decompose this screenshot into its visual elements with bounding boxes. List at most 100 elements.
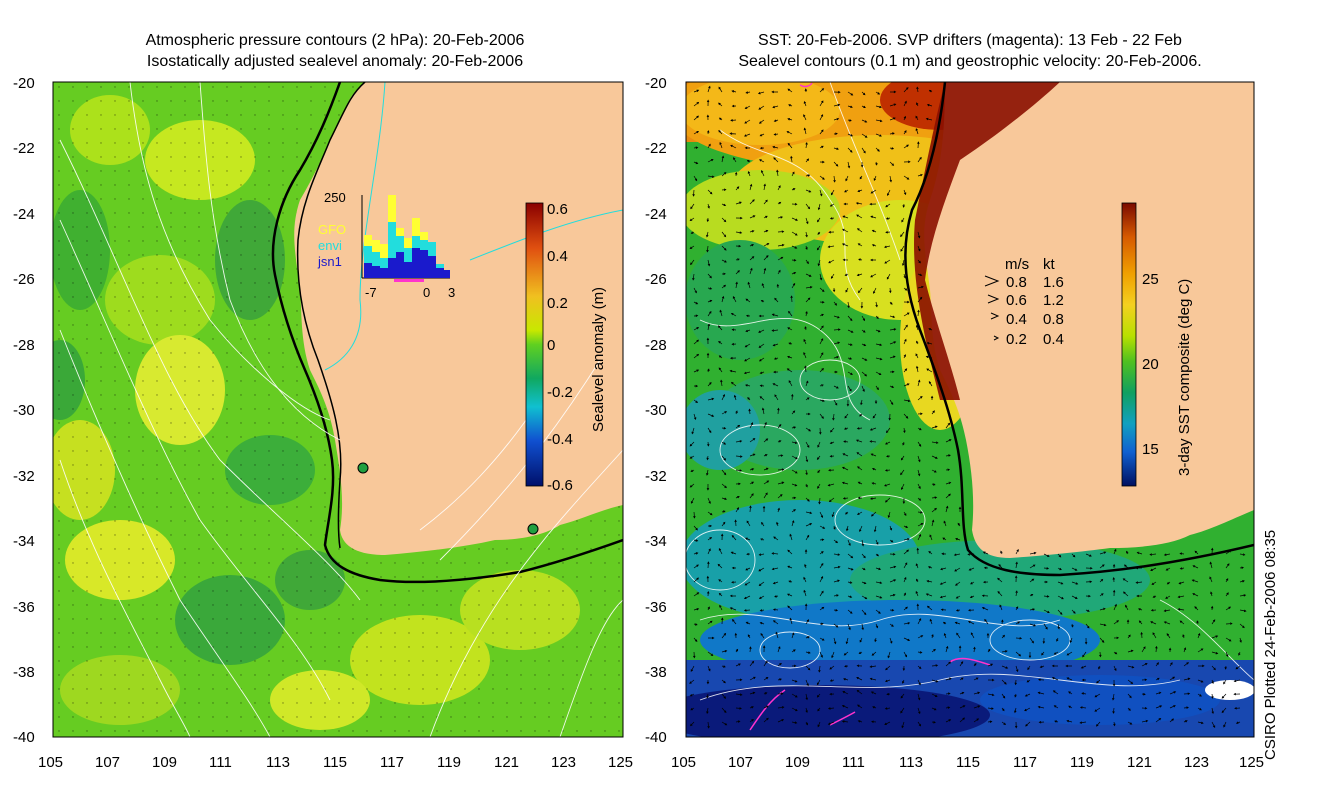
velocity-arrow <box>706 231 709 238</box>
velocity-arrow <box>1029 608 1036 611</box>
velocity-arrow <box>833 103 841 107</box>
velocity-arrow <box>917 497 922 501</box>
velocity-arrow <box>1197 632 1201 639</box>
velocity-arrow <box>760 538 765 541</box>
velocity-arrow <box>1155 662 1159 667</box>
velocity-arrow <box>929 618 933 625</box>
velocity-arrow <box>885 203 891 208</box>
velocity-arrow <box>819 189 823 197</box>
velocity-arrow <box>791 217 798 221</box>
lon-label: 123 <box>1184 754 1209 771</box>
velocity-arrow <box>706 707 709 714</box>
velocity-arrow <box>749 244 755 247</box>
velocity-arrow <box>847 105 853 109</box>
velocity-arrow <box>1037 691 1045 695</box>
velocity-arrow <box>871 244 877 247</box>
velocity-arrow <box>706 693 709 699</box>
velocity-arrow <box>847 147 853 153</box>
velocity-arrow <box>1112 679 1116 687</box>
velocity-arrow <box>1043 623 1048 630</box>
velocity-arrow <box>718 592 723 597</box>
velocity-arrow <box>721 231 727 238</box>
velocity-arrow <box>861 329 866 333</box>
lat-label: -26 <box>645 271 667 288</box>
velocity-arrow <box>691 427 695 435</box>
velocity-arrow <box>1179 567 1185 570</box>
velocity-arrow <box>791 469 798 474</box>
velocity-arrow <box>889 287 892 294</box>
velocity-arrow <box>940 567 947 571</box>
velocity-arrow <box>1127 693 1132 699</box>
lat-label: -24 <box>645 206 667 223</box>
velocity-arrow <box>901 217 905 223</box>
velocity-arrow <box>763 215 768 219</box>
velocity-arrow <box>744 343 751 348</box>
velocity-arrow <box>957 522 961 527</box>
velocity-arrow <box>983 580 989 584</box>
velocity-arrow <box>805 441 810 448</box>
velocity-arrow <box>786 131 793 135</box>
velocity-arrow <box>833 565 841 569</box>
velocity-arrow <box>842 453 849 457</box>
velocity-arrow <box>735 648 739 653</box>
velocity-arrow <box>1069 637 1073 643</box>
velocity-arrow <box>791 509 796 513</box>
velocity-arrow <box>856 427 863 430</box>
velocity-arrow <box>777 706 785 709</box>
velocity-arrow <box>1127 649 1134 653</box>
velocity-ms-1: 0.6 <box>1006 292 1027 309</box>
velocity-arrow <box>1225 606 1231 611</box>
velocity-arrow <box>706 575 710 583</box>
velocity-arrow <box>1057 609 1063 615</box>
velocity-arrow <box>772 343 779 347</box>
velocity-arrow <box>915 115 919 121</box>
velocity-arrow <box>917 679 921 686</box>
velocity-arrow <box>805 397 810 401</box>
velocity-arrow <box>1085 566 1093 570</box>
velocity-arrow <box>772 383 779 387</box>
velocity-arrow <box>771 313 779 317</box>
velocity-arrow <box>730 381 737 387</box>
velocity-arrow <box>1099 578 1104 583</box>
velocity-arrow <box>1029 637 1034 644</box>
velocity-arrow <box>749 646 752 653</box>
velocity-arrow <box>926 579 933 583</box>
velocity-arrow <box>693 592 700 597</box>
velocity-arrow <box>1099 564 1105 569</box>
velocity-arrow <box>943 632 947 639</box>
velocity-arrow <box>689 217 695 222</box>
velocity-arrow <box>749 691 756 695</box>
velocity-arrow <box>749 438 756 443</box>
velocity-arrow <box>1233 679 1241 683</box>
velocity-arrow <box>1141 719 1149 723</box>
velocity-arrow <box>744 119 751 124</box>
velocity-arrow <box>843 440 849 443</box>
velocity-arrow <box>829 665 835 670</box>
velocity-arrow <box>945 645 949 653</box>
velocity-arrow <box>721 272 726 276</box>
velocity-arrow <box>1080 665 1087 669</box>
velocity-arrow <box>871 229 877 233</box>
velocity-legend: m/s kt 0.8 1.6 0.6 1.2 0.4 0.8 0.2 0.4 <box>984 256 1064 348</box>
velocity-arrow <box>819 622 824 626</box>
velocity-arrow <box>889 147 895 150</box>
velocity-arrow <box>693 115 699 121</box>
velocity-arrow <box>903 115 907 121</box>
velocity-arrow <box>987 678 995 682</box>
velocity-arrow <box>747 397 751 401</box>
velocity-arrow <box>869 665 877 668</box>
velocity-arrow <box>1071 595 1078 599</box>
velocity-arrow <box>847 609 853 614</box>
velocity-arrow <box>1123 564 1129 569</box>
velocity-arrow <box>776 521 779 527</box>
velocity-arrow <box>731 534 737 541</box>
lat-label: -36 <box>13 599 35 616</box>
velocity-arrow <box>926 605 933 611</box>
velocity-arrow <box>707 536 713 541</box>
velocity-arrow <box>805 412 811 416</box>
velocity-arrow <box>1099 593 1104 597</box>
velocity-arrow <box>805 141 808 149</box>
velocity-arrow <box>887 511 891 518</box>
velocity-arrow <box>805 693 808 701</box>
velocity-arrow <box>819 637 825 641</box>
